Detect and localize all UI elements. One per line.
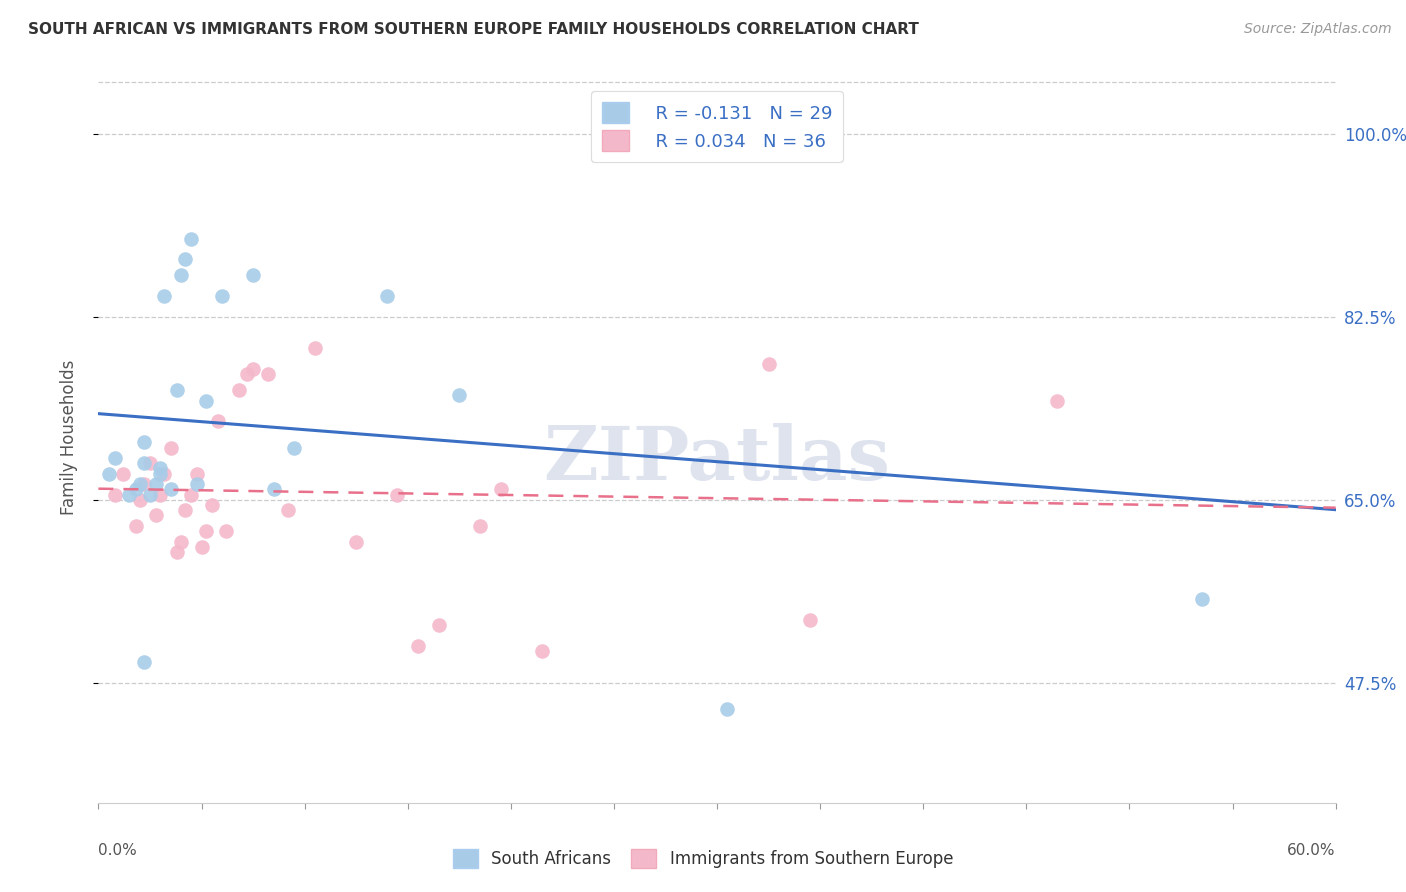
Point xyxy=(211,289,233,303)
Point xyxy=(132,655,155,669)
Point xyxy=(124,519,146,533)
Point xyxy=(375,289,398,303)
Point xyxy=(145,508,167,523)
Point xyxy=(207,414,229,428)
Point xyxy=(186,467,208,481)
Point xyxy=(149,461,172,475)
Point xyxy=(174,503,197,517)
Point xyxy=(159,483,181,497)
Point xyxy=(644,132,666,146)
Point xyxy=(128,492,150,507)
Text: 0.0%: 0.0% xyxy=(98,843,138,858)
Legend: South Africans, Immigrants from Southern Europe: South Africans, Immigrants from Southern… xyxy=(446,842,960,875)
Point xyxy=(344,534,367,549)
Point xyxy=(758,357,780,371)
Point xyxy=(304,341,326,355)
Point xyxy=(174,252,197,267)
Point xyxy=(799,613,821,627)
Point xyxy=(468,519,491,533)
Point xyxy=(180,487,202,501)
Point xyxy=(170,534,193,549)
Point xyxy=(132,477,155,491)
Legend:   R = -0.131   N = 29,   R = 0.034   N = 36: R = -0.131 N = 29, R = 0.034 N = 36 xyxy=(591,91,844,162)
Text: SOUTH AFRICAN VS IMMIGRANTS FROM SOUTHERN EUROPE FAMILY HOUSEHOLDS CORRELATION C: SOUTH AFRICAN VS IMMIGRANTS FROM SOUTHER… xyxy=(28,22,920,37)
Point xyxy=(118,487,141,501)
Point xyxy=(132,456,155,470)
Point xyxy=(277,503,299,517)
Point xyxy=(427,618,450,632)
Point xyxy=(159,441,181,455)
Point xyxy=(228,383,250,397)
Point xyxy=(180,231,202,245)
Point xyxy=(236,368,259,382)
Point xyxy=(145,477,167,491)
Point xyxy=(256,368,278,382)
Point xyxy=(153,289,176,303)
Point xyxy=(201,498,224,512)
Y-axis label: Family Households: Family Households xyxy=(59,359,77,515)
Point xyxy=(449,388,471,402)
Point xyxy=(489,483,512,497)
Point xyxy=(153,467,176,481)
Point xyxy=(132,435,155,450)
Point xyxy=(149,467,172,481)
Point xyxy=(186,477,208,491)
Text: 60.0%: 60.0% xyxy=(1288,843,1336,858)
Point xyxy=(170,268,193,282)
Point xyxy=(139,487,162,501)
Point xyxy=(166,545,188,559)
Point xyxy=(104,487,127,501)
Point xyxy=(242,362,264,376)
Point xyxy=(104,450,127,465)
Point xyxy=(242,268,264,282)
Point xyxy=(166,383,188,397)
Text: Source: ZipAtlas.com: Source: ZipAtlas.com xyxy=(1244,22,1392,37)
Point xyxy=(716,702,738,716)
Point xyxy=(283,441,305,455)
Point xyxy=(128,477,150,491)
Point xyxy=(149,487,172,501)
Point xyxy=(387,487,409,501)
Point xyxy=(194,393,217,408)
Point xyxy=(215,524,238,538)
Point xyxy=(406,639,429,653)
Point xyxy=(1046,393,1069,408)
Point xyxy=(530,644,553,658)
Point xyxy=(97,467,120,481)
Point xyxy=(124,483,146,497)
Text: ZIPatlas: ZIPatlas xyxy=(544,423,890,496)
Point xyxy=(190,540,212,554)
Point xyxy=(1191,592,1213,607)
Point xyxy=(194,524,217,538)
Point xyxy=(263,483,285,497)
Point xyxy=(112,467,135,481)
Point xyxy=(139,456,162,470)
